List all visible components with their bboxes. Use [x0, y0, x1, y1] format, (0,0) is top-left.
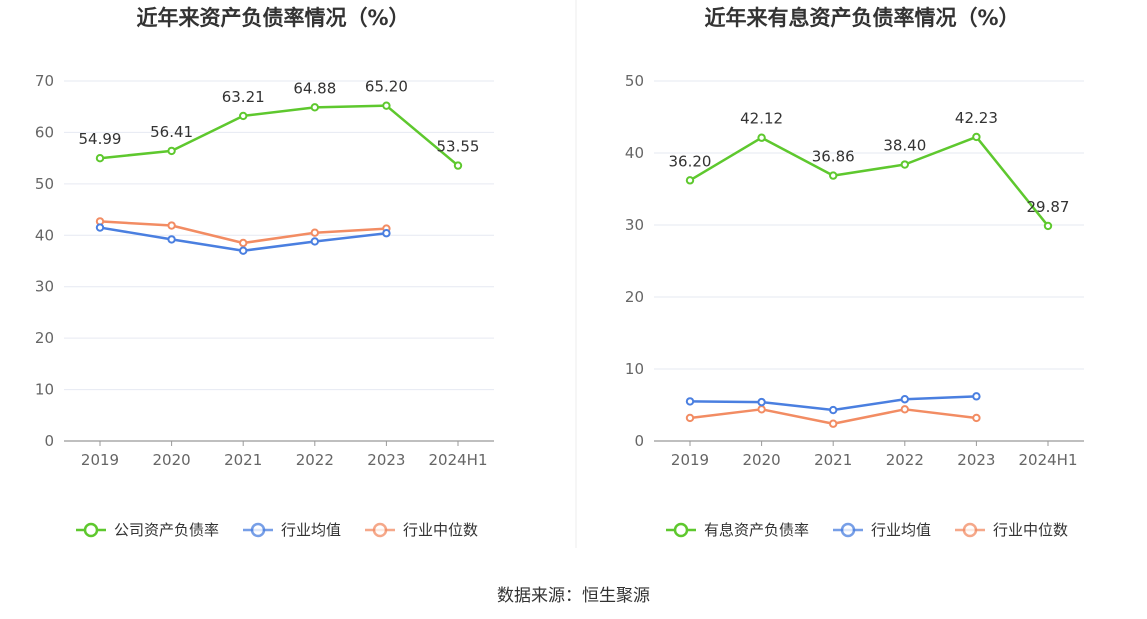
chart1-series-3-point [239, 238, 248, 248]
chart1-x-tick-label: 2020 [153, 451, 191, 469]
chart2-x-tick-label: 2022 [886, 451, 924, 469]
chart2-y-tick-label: 10 [625, 360, 644, 378]
chart2-data-label: 29.87 [1027, 198, 1070, 216]
chart2-series-3-point [685, 413, 695, 423]
chart2-y-tick-label: 50 [625, 72, 644, 90]
chart2-series-2-point [829, 405, 838, 415]
chart1-data-label: 65.20 [365, 78, 408, 96]
chart1-x-tick-label: 2019 [81, 451, 119, 469]
chart2-series-1-point [972, 132, 981, 142]
chart2-series-1-point [685, 176, 695, 185]
chart1-x-tick-label: 2023 [367, 451, 405, 469]
chart1-y-tick-label: 60 [35, 123, 54, 141]
chart2-series-1-point [829, 171, 838, 180]
chart2-series-3-point [829, 419, 838, 428]
chart1-data-label: 54.99 [79, 130, 122, 148]
chart2-series-2-point [972, 392, 981, 401]
chart2-x-tick-label: 2020 [743, 451, 781, 469]
chart1-series-2-point [95, 223, 105, 232]
chart2-series-2-point [757, 397, 766, 407]
chart1-series-1-line [99, 104, 459, 167]
chart2-data-label: 42.23 [955, 109, 998, 127]
chart2-y-tick-label: 40 [625, 144, 644, 162]
chart2-y-tick-label: 30 [625, 216, 644, 234]
chart1-data-label: 56.41 [150, 123, 193, 141]
chart1-series-2-point [310, 237, 319, 246]
chart1-series-3-point [167, 221, 176, 230]
chart2-x-tick-label: 2019 [671, 451, 709, 469]
chart1-legend-marker-1 [83, 522, 99, 538]
chart1-series-1-point [382, 101, 391, 110]
chart1-series-1-point [167, 146, 176, 156]
data-source-note: 数据来源：恒生聚源 [497, 586, 650, 606]
chart1-data-label: 64.88 [293, 79, 336, 97]
chart2-series-1-point [757, 133, 766, 142]
chart1-series-1-point [310, 103, 319, 112]
chart1-data-label: 53.55 [437, 138, 480, 156]
chart2-legend-label-1: 有息资产负债率 [704, 521, 809, 539]
chart1-y-tick-label: 0 [44, 432, 54, 450]
chart2-legend-marker-1 [673, 522, 689, 538]
chart1-y-tick-label: 30 [35, 278, 54, 296]
chart2-title: 近年来有息资产负债率情况（%） [704, 6, 1019, 30]
chart2-y-tick-label: 0 [634, 432, 644, 450]
chart1-legend-marker-3 [372, 522, 388, 538]
chart2-series-1-line [689, 135, 1049, 227]
chart2-x-tick-label: 2024H1 [1019, 451, 1078, 469]
chart2-data-label: 42.12 [740, 110, 783, 128]
chart1-data-label: 63.21 [222, 88, 265, 106]
chart1-series-3-point [310, 228, 319, 237]
chart2-series-2-point [685, 397, 695, 406]
chart1-series-1-point [239, 111, 248, 121]
chart1-legend-label-2: 行业均值 [281, 521, 341, 539]
chart2-legend-label-3: 行业中位数 [993, 521, 1068, 539]
chart1-legend-label-1: 公司资产负债率 [114, 521, 219, 539]
chart2-data-label: 36.20 [669, 152, 712, 170]
chart1-x-tick-label: 2022 [296, 451, 334, 469]
chart2-legend-label-2: 行业均值 [871, 521, 931, 539]
chart2-series-3-point [900, 405, 909, 414]
chart1-y-tick-label: 50 [35, 175, 54, 193]
chart1-title: 近年来资产负债率情况（%） [136, 6, 409, 30]
chart2-series-2-point [900, 395, 909, 404]
chart2-x-tick-label: 2023 [957, 451, 995, 469]
chart1-legend-marker-2 [250, 522, 266, 538]
chart1-series-2-point [382, 229, 391, 238]
chart1-y-tick-label: 70 [35, 72, 54, 90]
chart2-data-label: 36.86 [812, 148, 855, 166]
chart1-series-1-point [95, 153, 105, 163]
chart1-series-2-point [239, 246, 248, 255]
chart2-y-tick-label: 20 [625, 288, 644, 306]
chart1-x-tick-label: 2024H1 [429, 451, 488, 469]
chart2-series-1-point [1043, 221, 1053, 231]
chart1-y-tick-label: 20 [35, 329, 54, 347]
chart2-data-label: 38.40 [883, 137, 926, 155]
chart1-series-2-point [167, 235, 176, 244]
chart1-series-1-point [453, 161, 463, 170]
chart2-series-1-point [900, 160, 909, 169]
chart1-y-tick-label: 40 [35, 226, 54, 244]
chart1-x-tick-label: 2021 [224, 451, 262, 469]
chart2-legend-marker-3 [962, 522, 978, 538]
chart2-series-3-point [972, 413, 981, 423]
chart1-y-tick-label: 10 [35, 381, 54, 399]
chart2-x-tick-label: 2021 [814, 451, 852, 469]
chart2-series-3-point [757, 405, 766, 414]
chart2-legend-marker-2 [840, 522, 856, 538]
chart1-legend-label-3: 行业中位数 [403, 521, 478, 539]
